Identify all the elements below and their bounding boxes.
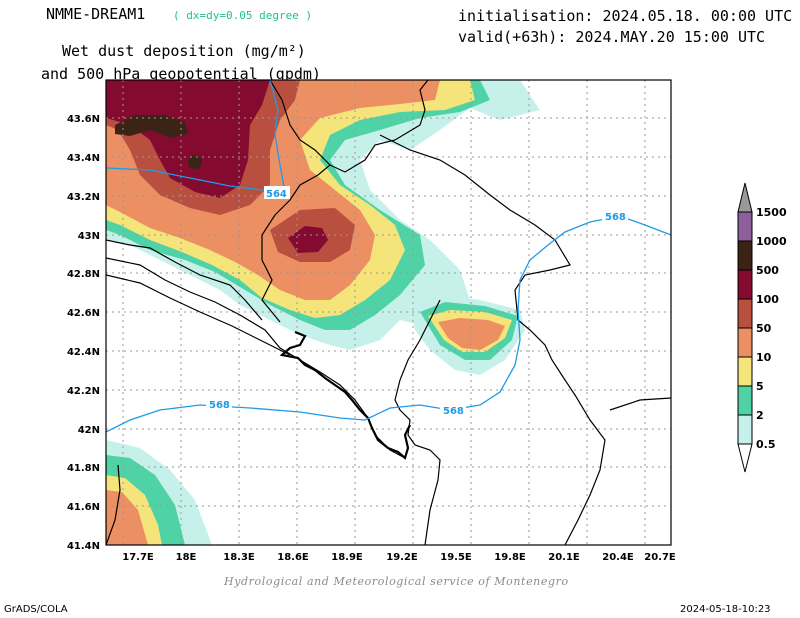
software-label: GrADS/COLA (4, 604, 68, 615)
init-time: initialisation: 2024.05.18. 00:00 UTC (458, 7, 793, 25)
contour-label-568-east: 568 (605, 212, 626, 223)
legend-swatch (737, 240, 753, 271)
lon-tick: 20.7E (644, 552, 676, 563)
legend-swatch (737, 385, 753, 416)
legend-swatch (737, 298, 753, 329)
legend-swatch-top (737, 182, 753, 213)
credit-text: Hydrological and Meteorological service … (224, 575, 569, 588)
borders (106, 80, 671, 545)
lat-tick: 41.8N (67, 463, 100, 474)
deposition-field: 564 568 568 568 (106, 80, 671, 545)
legend-swatch-bottom (737, 443, 753, 473)
lat-tick: 42.8N (67, 269, 100, 280)
coastline-detail (279, 330, 411, 460)
latitude-axis: 43.6N 43.4N 43.2N 43N 42.8N 42.6N 42.4N … (67, 114, 100, 552)
longitude-axis: 17.7E 18E 18.3E 18.6E 18.9E 19.2E 19.5E … (122, 552, 676, 563)
legend-swatch (737, 211, 753, 242)
lon-tick: 20.4E (602, 552, 634, 563)
legend-swatch (737, 269, 753, 300)
legend-label: 500 (756, 264, 779, 277)
lat-tick: 43.2N (67, 192, 100, 203)
lat-tick: 41.4N (67, 541, 100, 552)
legend-label: 50 (756, 322, 772, 335)
legend-label: 2 (756, 409, 764, 422)
legend-swatch (737, 356, 753, 387)
render-timestamp: 2024-05-18-10:23 (680, 604, 771, 615)
lon-tick: 19.8E (494, 552, 526, 563)
grid-lines (106, 80, 671, 545)
lat-tick: 43.4N (67, 153, 100, 164)
deposition-zone-500 (115, 115, 188, 138)
deposition-zone-sw-10 (106, 490, 148, 545)
lon-tick: 18.9E (331, 552, 363, 563)
legend-label: 100 (756, 293, 779, 306)
lat-tick: 43N (78, 231, 100, 242)
lon-tick: 17.7E (122, 552, 154, 563)
lat-tick: 43.6N (67, 114, 100, 125)
lon-tick: 18.3E (223, 552, 255, 563)
contour-label-564: 564 (266, 189, 287, 200)
contour-label-568-central: 568 (443, 406, 464, 417)
field-title-line1: Wet dust deposition (mg/m²) (62, 42, 306, 60)
deposition-zone-100b (288, 226, 328, 253)
lat-tick: 42.4N (67, 347, 100, 358)
lon-tick: 20.1E (548, 552, 580, 563)
lat-tick: 42.2N (67, 386, 100, 397)
contour-label-568-west: 568 (209, 400, 230, 411)
lon-tick: 19.5E (440, 552, 472, 563)
field-title-line2: and 500 hPa geopotential (gpdm) (41, 65, 321, 83)
lon-tick: 18E (176, 552, 197, 563)
legend-label: 10 (756, 351, 772, 364)
legend-label: 1000 (756, 235, 787, 248)
map-frame (105, 79, 672, 546)
lat-tick: 41.6N (67, 502, 100, 513)
deposition-zone-100 (106, 80, 270, 198)
legend-colorbar (737, 182, 753, 473)
model-title: NMME-DREAM1 (46, 5, 146, 23)
legend-label: 5 (756, 380, 764, 393)
legend-labels: 0.5 2 5 10 50 100 500 1000 1500 (756, 206, 787, 451)
lon-tick: 18.6E (277, 552, 309, 563)
lat-tick: 42.6N (67, 308, 100, 319)
lon-tick: 19.2E (386, 552, 418, 563)
legend-label: 0.5 (756, 438, 776, 451)
deposition-zone-500b (188, 155, 202, 169)
lat-tick: 42N (78, 425, 100, 436)
legend-swatch (737, 414, 753, 445)
legend-label: 1500 (756, 206, 787, 219)
valid-time: valid(+63h): 2024.MAY.20 15:00 UTC (458, 28, 766, 46)
legend-swatch (737, 327, 753, 358)
resolution-label: ( dx=dy=0.05 degree ) (173, 9, 313, 22)
